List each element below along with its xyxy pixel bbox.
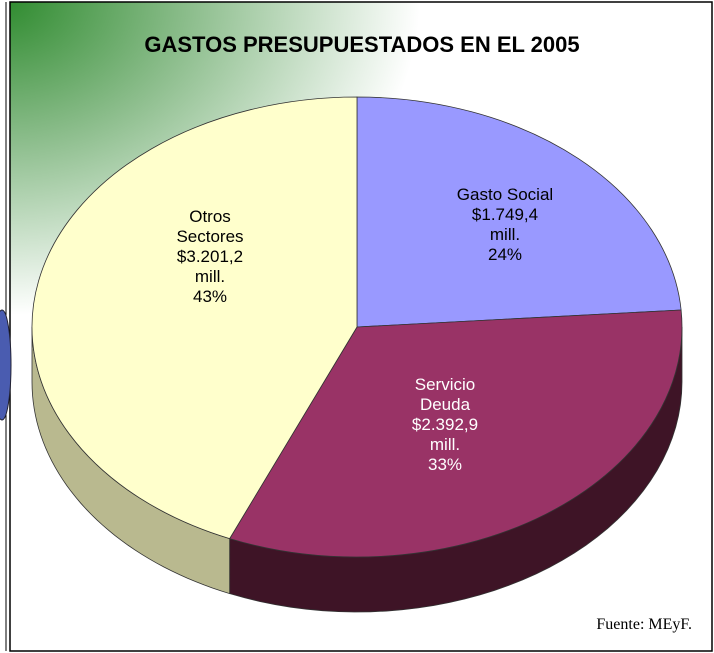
- chart-title: GASTOS PRESUPUESTADOS EN EL 2005: [144, 32, 580, 57]
- pie: [31, 96, 683, 613]
- data-label: Gasto Social $1.749,4 mill. 24%: [440, 185, 570, 265]
- slice: [356, 96, 682, 328]
- value-label: $2.392,9 mill.: [411, 415, 479, 454]
- slice: [229, 309, 683, 558]
- source: Fuente: MEyF.: [596, 616, 692, 633]
- value-label: $1.749,4 mill.: [471, 205, 539, 244]
- category-label: Servicio Deuda: [414, 375, 476, 414]
- data-label: Servicio Deuda $2.392,9 mill. 33%: [395, 375, 495, 475]
- data-label: Otros Sectores $3.201,2 mill. 43%: [165, 207, 255, 307]
- edge-ornament: [0, 309, 12, 421]
- percent-label: 24%: [487, 245, 523, 264]
- category-label: Gasto Social: [456, 185, 554, 204]
- slice: [31, 96, 358, 540]
- category-label: Otros Sectores: [176, 207, 244, 246]
- percent-label: 43%: [192, 287, 228, 306]
- percent-label: 33%: [427, 455, 463, 474]
- value-label: $3.201,2 mill.: [176, 247, 244, 286]
